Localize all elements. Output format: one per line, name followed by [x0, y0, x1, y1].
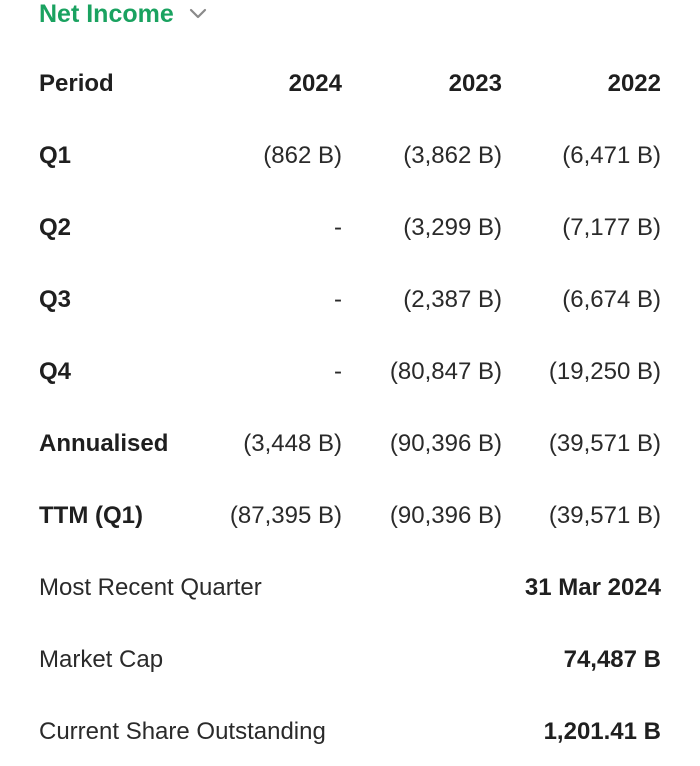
table-row-q3: Q3 - (2,387 B) (6,674 B) — [39, 280, 661, 320]
table-row-q4: Q4 - (80,847 B) (19,250 B) — [39, 352, 661, 392]
cell-2024: - — [334, 358, 342, 385]
info-row-current-share-outstanding: Current Share Outstanding 1,201.41 B — [39, 712, 661, 752]
cell-2022: (6,674 B) — [562, 286, 661, 313]
row-label: Annualised — [39, 430, 169, 457]
cell-2022: (7,177 B) — [562, 214, 661, 241]
cell-2022: (6,471 B) — [562, 142, 661, 169]
column-header-period: Period — [39, 70, 114, 97]
table-header-row: Period 2024 2023 2022 — [39, 64, 661, 104]
cell-2024: (862 B) — [263, 142, 342, 169]
column-header-2023: 2023 — [448, 70, 502, 97]
chevron-down-icon — [189, 8, 206, 19]
cell-2024: - — [334, 214, 342, 241]
row-label: TTM (Q1) — [39, 502, 143, 529]
cell-2022: (39,571 B) — [548, 430, 661, 457]
cell-2023: (3,299 B) — [403, 214, 502, 241]
info-value: 31 Mar 2024 — [524, 574, 661, 601]
cell-2022: (39,571 B) — [548, 502, 661, 529]
cell-2024: (3,448 B) — [243, 430, 342, 457]
info-label: Current Share Outstanding — [39, 718, 326, 745]
net-income-dropdown[interactable]: Net Income — [39, 0, 208, 28]
info-label: Most Recent Quarter — [39, 574, 262, 601]
cell-2023: (80,847 B) — [389, 358, 502, 385]
cell-2022: (19,250 B) — [548, 358, 661, 385]
cell-2023: (2,387 B) — [403, 286, 502, 313]
info-label: Market Cap — [39, 646, 164, 673]
table-row-q2: Q2 - (3,299 B) (7,177 B) — [39, 208, 661, 248]
cell-2024: - — [334, 286, 342, 313]
row-label: Q2 — [39, 214, 72, 241]
info-row-most-recent-quarter: Most Recent Quarter 31 Mar 2024 — [39, 568, 661, 608]
column-header-2024: 2024 — [288, 70, 342, 97]
cell-2023: (3,862 B) — [403, 142, 502, 169]
row-label: Q1 — [39, 142, 72, 169]
info-value: 1,201.41 B — [543, 718, 661, 745]
table-row-q1: Q1 (862 B) (3,862 B) (6,471 B) — [39, 136, 661, 176]
info-row-market-cap: Market Cap 74,487 B — [39, 640, 661, 680]
info-value: 74,487 B — [563, 646, 661, 673]
cell-2023: (90,396 B) — [389, 502, 502, 529]
cell-2023: (90,396 B) — [389, 430, 502, 457]
cell-2024: (87,395 B) — [229, 502, 342, 529]
table-row-ttm: TTM (Q1) (87,395 B) (90,396 B) (39,571 B… — [39, 496, 661, 536]
column-header-2022: 2022 — [607, 70, 661, 97]
table-row-annualised: Annualised (3,448 B) (90,396 B) (39,571 … — [39, 424, 661, 464]
row-label: Q3 — [39, 286, 72, 313]
section-title: Net Income — [39, 0, 174, 28]
row-label: Q4 — [39, 358, 72, 385]
